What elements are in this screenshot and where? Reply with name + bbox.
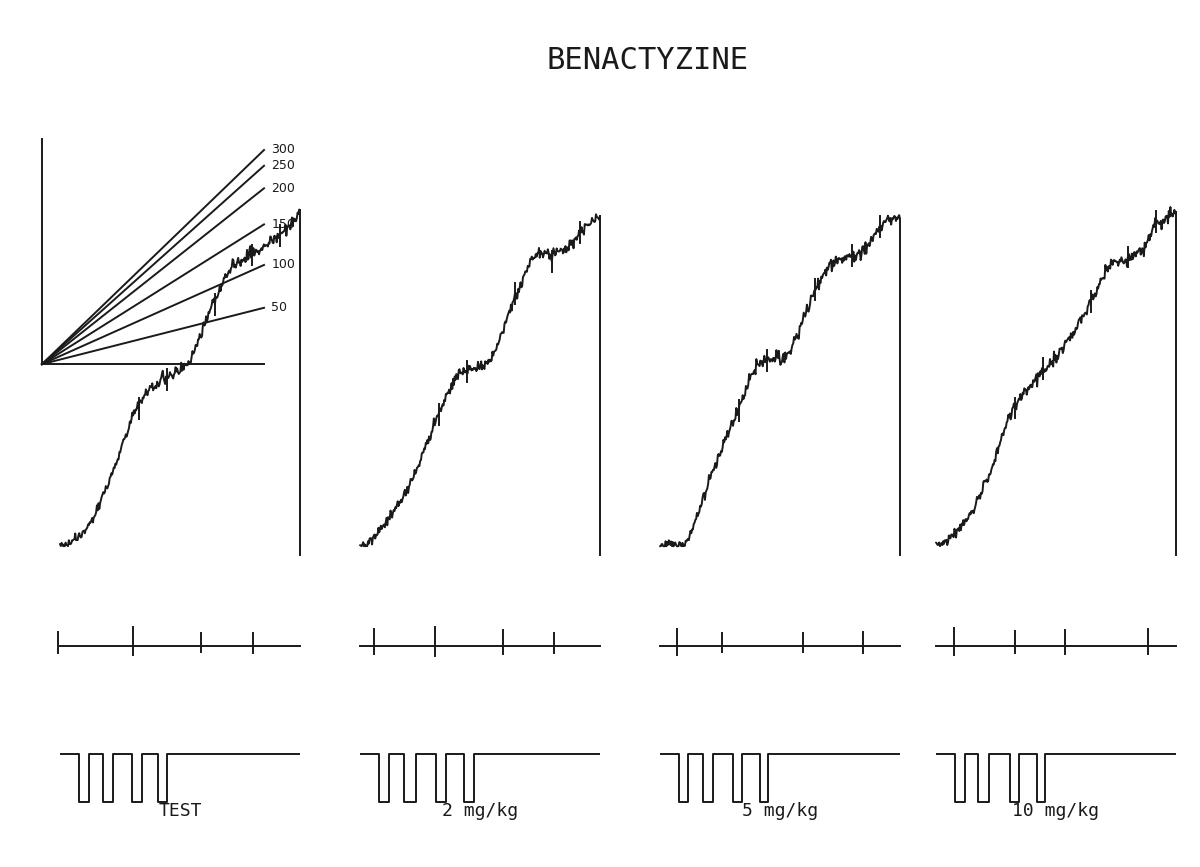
Text: TEST: TEST	[158, 802, 202, 819]
Text: 150: 150	[271, 218, 295, 231]
Text: 250: 250	[271, 160, 295, 173]
Text: 200: 200	[271, 182, 295, 195]
Text: 100: 100	[271, 258, 295, 271]
Text: 10 mg/kg: 10 mg/kg	[1013, 802, 1099, 819]
Text: 2 mg/kg: 2 mg/kg	[442, 802, 518, 819]
Text: 300: 300	[271, 144, 295, 156]
Text: 50: 50	[271, 302, 287, 314]
Text: 5 mg/kg: 5 mg/kg	[742, 802, 818, 819]
Text: BENACTYZINE: BENACTYZINE	[547, 46, 749, 75]
